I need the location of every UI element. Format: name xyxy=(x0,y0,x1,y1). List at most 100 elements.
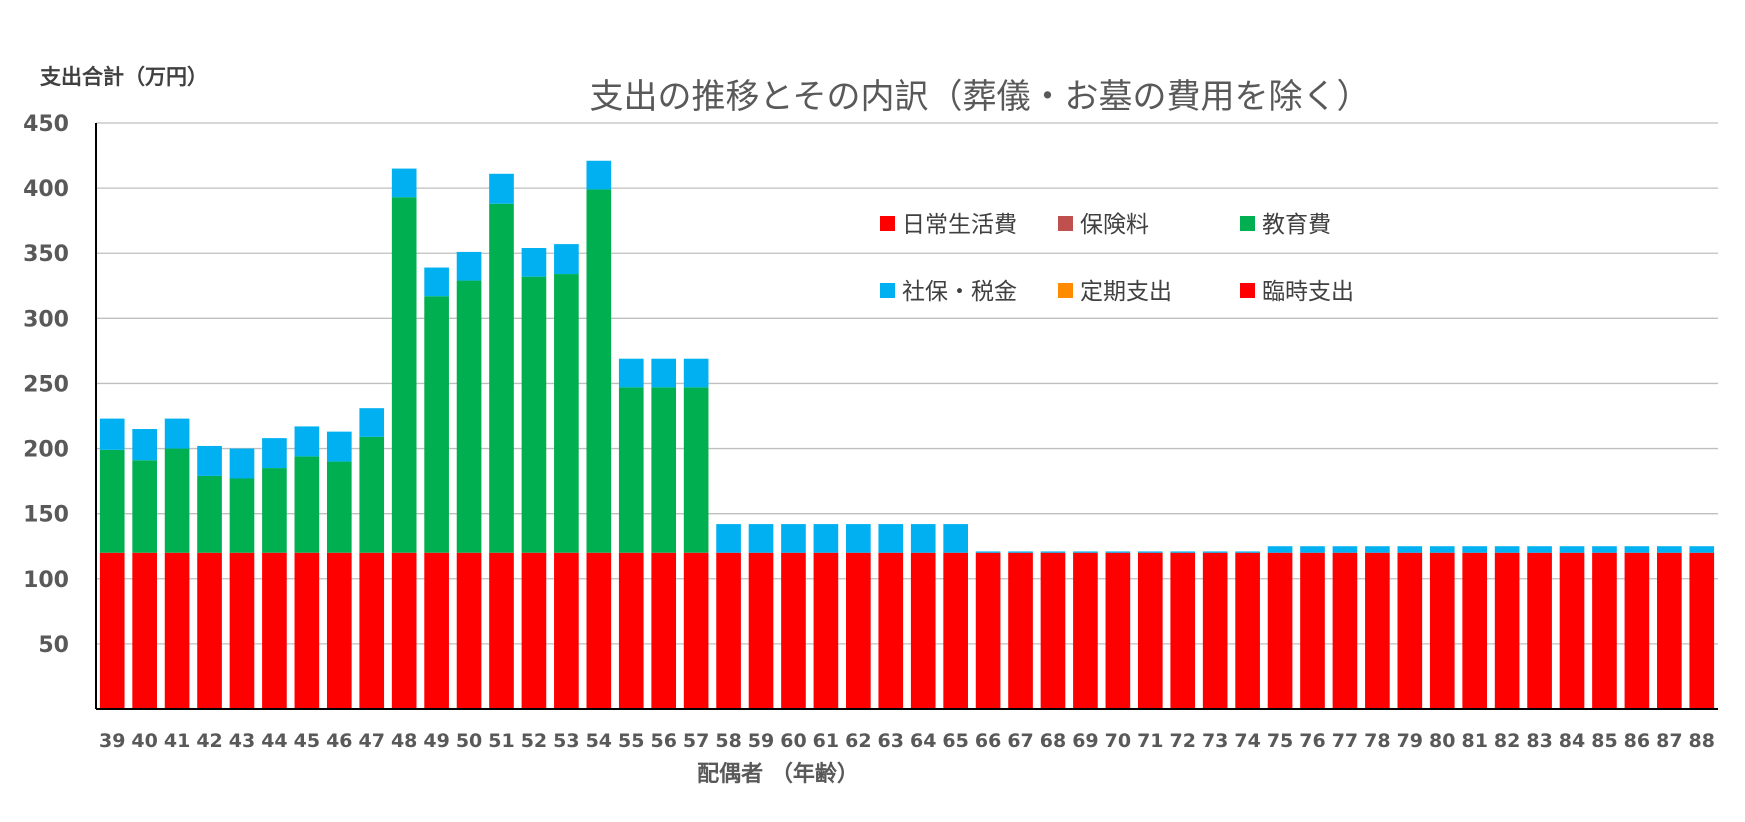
bar-segment xyxy=(197,475,222,553)
x-tick-label: 87 xyxy=(1656,730,1682,752)
legend-label: 定期支出 xyxy=(1080,279,1172,305)
bar-segment xyxy=(878,524,904,553)
x-tick-label: 64 xyxy=(910,730,936,752)
bar-segment xyxy=(846,524,871,553)
bar-segment xyxy=(943,524,968,553)
x-tick-label: 39 xyxy=(99,730,125,752)
bar-segment xyxy=(456,552,482,709)
legend-label: 臨時支出 xyxy=(1262,279,1354,305)
legend-label: 教育費 xyxy=(1262,212,1331,238)
x-tick-label: 84 xyxy=(1559,730,1585,752)
bar-segment xyxy=(326,431,352,462)
bar-segment xyxy=(456,251,482,281)
bar-segment xyxy=(1592,552,1617,709)
bar-segment xyxy=(197,445,222,476)
bar-segment xyxy=(1105,551,1131,553)
legend-swatch xyxy=(1058,216,1073,231)
bar-segment xyxy=(359,436,385,553)
legend-label: 保険料 xyxy=(1080,212,1149,238)
bar-segment xyxy=(554,552,579,709)
x-tick-label: 75 xyxy=(1267,730,1293,752)
bar-segment xyxy=(1494,546,1520,553)
bar-segment xyxy=(294,456,320,553)
x-tick-label: 49 xyxy=(423,730,449,752)
x-tick-label: 46 xyxy=(326,730,352,752)
x-tick-label: 61 xyxy=(813,730,839,752)
bar-segment xyxy=(229,448,255,479)
bar-segment xyxy=(262,552,287,709)
bar-segment xyxy=(262,438,287,469)
bar-segment xyxy=(391,552,417,709)
bar-segment xyxy=(554,244,579,275)
x-tick-label: 81 xyxy=(1461,730,1487,752)
bar-segment xyxy=(1073,551,1098,553)
bar-segment xyxy=(132,429,157,461)
y-tick-label: 350 xyxy=(23,242,69,267)
x-tick-label: 56 xyxy=(650,730,676,752)
x-tick-label: 66 xyxy=(975,730,1001,752)
x-tick-label: 79 xyxy=(1397,730,1423,752)
bar-segment xyxy=(651,358,677,388)
bar-segment xyxy=(1689,546,1715,553)
x-tick-label: 60 xyxy=(780,730,806,752)
chart-title: 支出の推移とその内訳（葬儀・お墓の費用を除く） xyxy=(590,77,1371,117)
bar-segment xyxy=(1462,552,1488,709)
bar-segment xyxy=(1657,546,1682,553)
x-tick-label: 50 xyxy=(456,730,482,752)
y-tick-labels: 50 100 150 200 250 300 350 400 450 xyxy=(23,112,69,658)
bar-segment xyxy=(1267,546,1293,553)
bar-segment xyxy=(975,552,1001,709)
bar-segment xyxy=(1365,552,1390,709)
bar-segment xyxy=(586,160,612,190)
bar-segment xyxy=(326,461,352,553)
x-tick-label: 62 xyxy=(845,730,871,752)
bar-segment xyxy=(1429,552,1455,709)
bar-segment xyxy=(132,460,157,553)
x-tick-label: 59 xyxy=(748,730,774,752)
bar-segment xyxy=(813,552,839,709)
bar-segment xyxy=(164,418,190,449)
bar-segment xyxy=(229,478,255,553)
legend-label: 日常生活費 xyxy=(902,212,1017,238)
bar-segment xyxy=(1592,546,1617,553)
bar-segment xyxy=(943,552,968,709)
bar-segment xyxy=(197,552,222,709)
bar-segment xyxy=(521,248,547,277)
bar-segment xyxy=(1235,552,1260,709)
bar-segment xyxy=(132,552,157,709)
bar-segment xyxy=(359,552,385,709)
bar-segment xyxy=(424,296,449,553)
bar-segment xyxy=(164,552,190,709)
bar-segment xyxy=(1170,552,1196,709)
bar-segment xyxy=(521,276,547,553)
x-tick-label: 54 xyxy=(586,730,612,752)
x-tick-label: 58 xyxy=(715,730,741,752)
x-tick-label: 45 xyxy=(294,730,320,752)
bar-segment xyxy=(521,552,547,709)
bar-segment xyxy=(1429,546,1455,553)
bar-segment xyxy=(781,552,806,709)
bar-segment xyxy=(910,524,936,553)
bar-segment xyxy=(1624,546,1650,553)
bar-segment xyxy=(910,552,936,709)
x-tick-label: 78 xyxy=(1364,730,1390,752)
y-tick-label: 250 xyxy=(23,372,69,397)
bar-segment xyxy=(391,197,417,553)
x-tick-label: 63 xyxy=(878,730,904,752)
x-tick-label: 48 xyxy=(391,730,417,752)
x-axis-label: 配偶者 （年齢） xyxy=(697,761,859,787)
bar-segment xyxy=(1527,546,1552,553)
bar-segment xyxy=(1494,552,1520,709)
bar-segment xyxy=(878,552,904,709)
x-tick-label: 73 xyxy=(1202,730,1228,752)
x-tick-label: 83 xyxy=(1526,730,1552,752)
x-tick-label: 70 xyxy=(1105,730,1131,752)
x-tick-label: 55 xyxy=(618,730,644,752)
bar-segment xyxy=(716,552,741,709)
x-tick-label: 72 xyxy=(1170,730,1196,752)
x-tick-label: 51 xyxy=(488,730,514,752)
x-tick-label: 47 xyxy=(359,730,385,752)
bar-segment xyxy=(554,274,579,553)
y-tick-label: 300 xyxy=(23,307,69,332)
